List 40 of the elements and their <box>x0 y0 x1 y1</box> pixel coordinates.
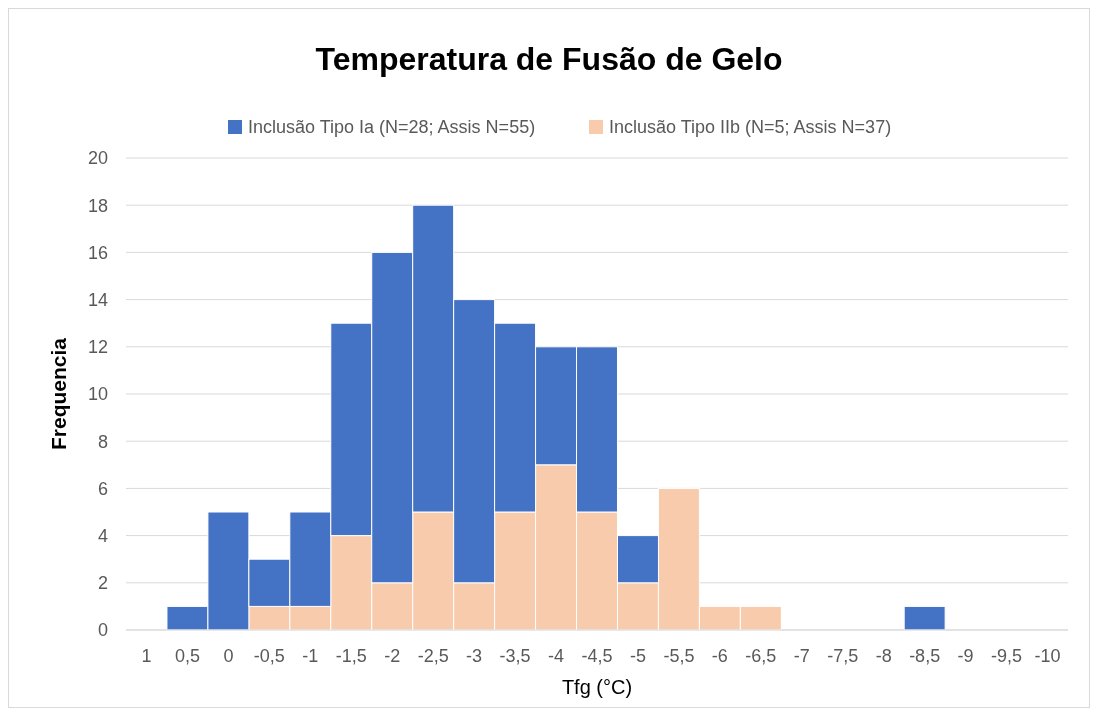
x-tick-label: 0 <box>223 646 234 666</box>
x-tick-label: -1 <box>302 646 319 666</box>
legend-label: Inclusão Tipo Ia (N=28; Assis N=55) <box>248 117 536 137</box>
x-tick-label: -4,5 <box>581 646 613 666</box>
y-tick-label: 2 <box>97 573 108 594</box>
x-tick-label: -5,5 <box>663 646 695 666</box>
x-tick-label: -5 <box>629 646 646 666</box>
y-tick-label: 0 <box>97 620 108 641</box>
x-tick-label: 0,5 <box>174 646 200 666</box>
y-tick-label: 10 <box>87 384 108 405</box>
x-tick-label: -8,5 <box>909 646 941 666</box>
chart-title: Temperatura de Fusão de Gelo <box>315 41 783 77</box>
y-tick-label: 8 <box>97 431 108 452</box>
x-tick-label: -6,5 <box>745 646 777 666</box>
x-tick-label: -6 <box>711 646 728 666</box>
x-tick-label: -7,5 <box>827 646 859 666</box>
y-tick-label: 12 <box>87 337 108 358</box>
x-axis-title: Tfg (°C) <box>561 676 633 698</box>
y-tick-label: 16 <box>87 242 108 263</box>
legend-label: Inclusão Tipo IIb (N=5; Assis N=37) <box>609 117 892 137</box>
x-tick-label: -2 <box>384 646 401 666</box>
x-tick-label: -7 <box>793 646 810 666</box>
y-tick-label: 14 <box>87 289 108 310</box>
y-tick-label: 18 <box>87 195 108 216</box>
x-tick-label: -2,5 <box>417 646 449 666</box>
y-tick-label: 20 <box>87 148 108 169</box>
x-tick-label: -8 <box>875 646 892 666</box>
x-tick-label: -3 <box>466 646 483 666</box>
y-tick-label: 4 <box>97 525 108 546</box>
x-tick-label: -1,5 <box>335 646 367 666</box>
bar <box>903 605 946 631</box>
x-tick-label: 1 <box>141 646 152 666</box>
y-axis-title: Frequencia <box>47 337 70 451</box>
x-tick-label: -4 <box>548 646 565 666</box>
y-tick-label: 6 <box>97 478 108 499</box>
x-tick-label: -0,5 <box>253 646 285 666</box>
x-tick-label: -9 <box>957 646 974 666</box>
x-tick-label: -3,5 <box>499 646 531 666</box>
x-tick-label: -10 <box>1034 646 1061 666</box>
x-tick-label: -9,5 <box>991 646 1023 666</box>
